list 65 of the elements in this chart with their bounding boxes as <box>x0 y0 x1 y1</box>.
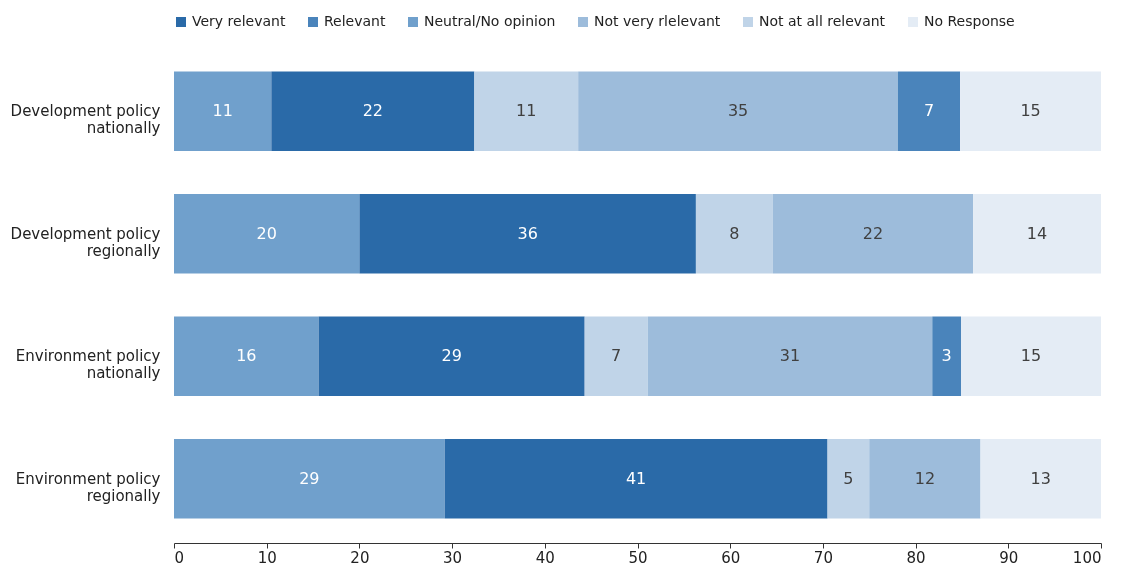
bar <box>897 71 961 152</box>
x-tick-label: 100 <box>1072 548 1102 567</box>
data-label: 29 <box>441 346 462 366</box>
bar <box>980 438 1101 519</box>
bar <box>695 193 773 274</box>
bar <box>359 193 696 274</box>
data-label: 29 <box>299 468 320 488</box>
x-tick-label: 70 <box>813 548 833 567</box>
legend-label: No Response <box>924 13 1015 29</box>
data-label: 11 <box>516 101 537 121</box>
data-label: 7 <box>611 346 622 366</box>
data-label: 11 <box>212 101 233 121</box>
x-tick-label: 10 <box>257 548 277 567</box>
data-label: 15 <box>1020 346 1042 366</box>
x-tick-label: 60 <box>721 548 741 567</box>
bar <box>584 316 648 397</box>
x-tick-label: 90 <box>999 548 1019 567</box>
y-tick-label: Environment policy regionally <box>15 469 161 505</box>
data-label: 5 <box>843 468 854 488</box>
data-label: 35 <box>727 101 749 121</box>
data-label: 12 <box>914 468 936 488</box>
bar <box>869 438 981 519</box>
bar <box>772 193 974 274</box>
bar <box>174 71 272 152</box>
bar <box>961 316 1101 397</box>
x-tick-label: 20 <box>350 548 370 567</box>
data-label: 7 <box>923 101 935 121</box>
data-label: 14 <box>1026 223 1048 243</box>
x-tick-label: 30 <box>443 548 463 567</box>
data-label: 8 <box>729 223 740 243</box>
bar <box>318 316 585 397</box>
data-label: 31 <box>779 346 801 366</box>
data-label: 16 <box>236 346 257 366</box>
data-label: 13 <box>1030 468 1051 488</box>
bar <box>932 316 962 397</box>
bar <box>960 71 1101 152</box>
bar <box>647 316 933 397</box>
y-tick-label: Environment policy nationally <box>15 347 161 383</box>
data-label: 22 <box>862 223 884 243</box>
data-label: 36 <box>517 223 538 243</box>
bar <box>973 193 1101 274</box>
bar <box>578 71 898 152</box>
y-tick-label: Development policy regionally <box>10 224 161 260</box>
x-tick-label: 0 <box>174 548 185 567</box>
data-label: 41 <box>625 468 647 488</box>
bar <box>174 193 360 274</box>
data-label: 22 <box>362 101 384 121</box>
x-tick-label: 40 <box>535 548 555 567</box>
x-tick-label: 80 <box>906 548 926 567</box>
legend-label: Very relevant <box>192 13 286 29</box>
legend-label: Not very rlelevant <box>594 13 721 29</box>
data-label: 20 <box>256 223 277 243</box>
bar <box>444 438 828 519</box>
y-tick-label: Development policy nationally <box>10 102 161 138</box>
x-tick-label: 50 <box>628 548 648 567</box>
legend-label: Not at all relevant <box>759 13 886 29</box>
bar <box>474 71 579 152</box>
data-label: 15 <box>1020 101 1041 121</box>
legend-label: Relevant <box>324 13 386 29</box>
bar <box>174 316 319 397</box>
legend-label: Neutral/No opinion <box>424 13 556 29</box>
bar <box>174 438 445 519</box>
data-label: 3 <box>941 346 952 366</box>
bar <box>827 438 870 519</box>
bar <box>271 71 475 152</box>
